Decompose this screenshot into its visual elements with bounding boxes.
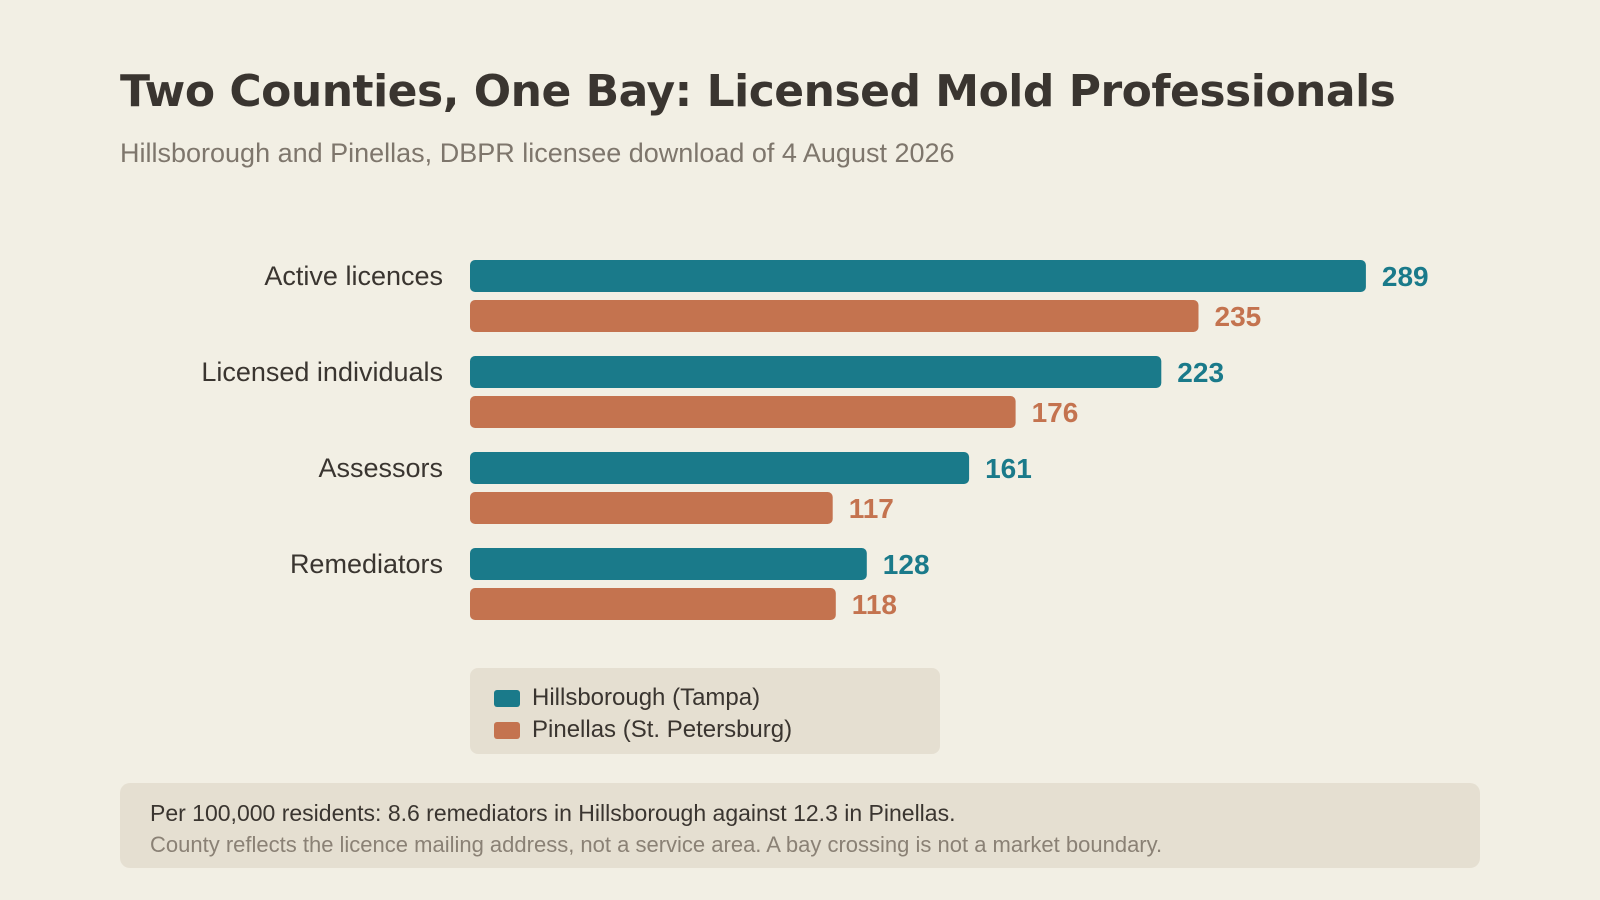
value-label-pinellas-remediators: 118: [852, 589, 897, 620]
bar-hillsborough-active-licences: [470, 260, 1366, 292]
category-label-assessors: Assessors: [318, 453, 443, 483]
value-label-pinellas-licensed-individuals: 176: [1032, 397, 1079, 428]
chart-title: Two Counties, One Bay: Licensed Mold Pro…: [120, 66, 1396, 117]
category-label-licensed-individuals: Licensed individuals: [201, 357, 443, 387]
legend-item-hillsborough: Hillsborough (Tampa): [494, 682, 916, 714]
legend-label-hillsborough: Hillsborough (Tampa): [532, 684, 761, 711]
legend-label-pinellas: Pinellas (St. Petersburg): [532, 716, 793, 743]
bar-pinellas-remediators: [470, 588, 836, 620]
value-label-pinellas-active-licences: 235: [1215, 301, 1262, 332]
legend-swatch-pinellas: [494, 721, 520, 739]
bar-hillsborough-assessors: [470, 452, 970, 484]
bar-hillsborough-licensed-individuals: [470, 356, 1162, 388]
category-label-remediators: Remediators: [290, 549, 443, 579]
value-label-hillsborough-remediators: 128: [883, 549, 930, 580]
bar-pinellas-assessors: [470, 492, 833, 524]
legend: Hillsborough (Tampa) Pinellas (St. Peter…: [470, 668, 940, 754]
bar-hillsborough-remediators: [470, 548, 867, 580]
legend-swatch-hillsborough: [494, 689, 520, 707]
category-label-active-licences: Active licences: [264, 261, 443, 291]
value-label-hillsborough-licensed-individuals: 223: [1177, 357, 1224, 388]
bar-chart: Active licences 289 235 Licensed individual…: [201, 260, 1429, 620]
value-label-hillsborough-assessors: 161: [985, 453, 1032, 484]
footnote-box: Per 100,000 residents: 8.6 remediators i…: [120, 783, 1480, 868]
value-label-hillsborough-active-licences: 289: [1382, 261, 1429, 292]
legend-item-pinellas: Pinellas (St. Petersburg): [494, 714, 916, 746]
footnote-sub: County reflects the licence mailing addr…: [150, 832, 1163, 857]
bar-pinellas-licensed-individuals: [470, 396, 1016, 428]
value-label-pinellas-assessors: 117: [849, 493, 894, 524]
chart-subtitle: Hillsborough and Pinellas, DBPR licensee…: [120, 138, 955, 168]
bar-pinellas-active-licences: [470, 300, 1199, 332]
footnote-main: Per 100,000 residents: 8.6 remediators i…: [150, 800, 956, 826]
